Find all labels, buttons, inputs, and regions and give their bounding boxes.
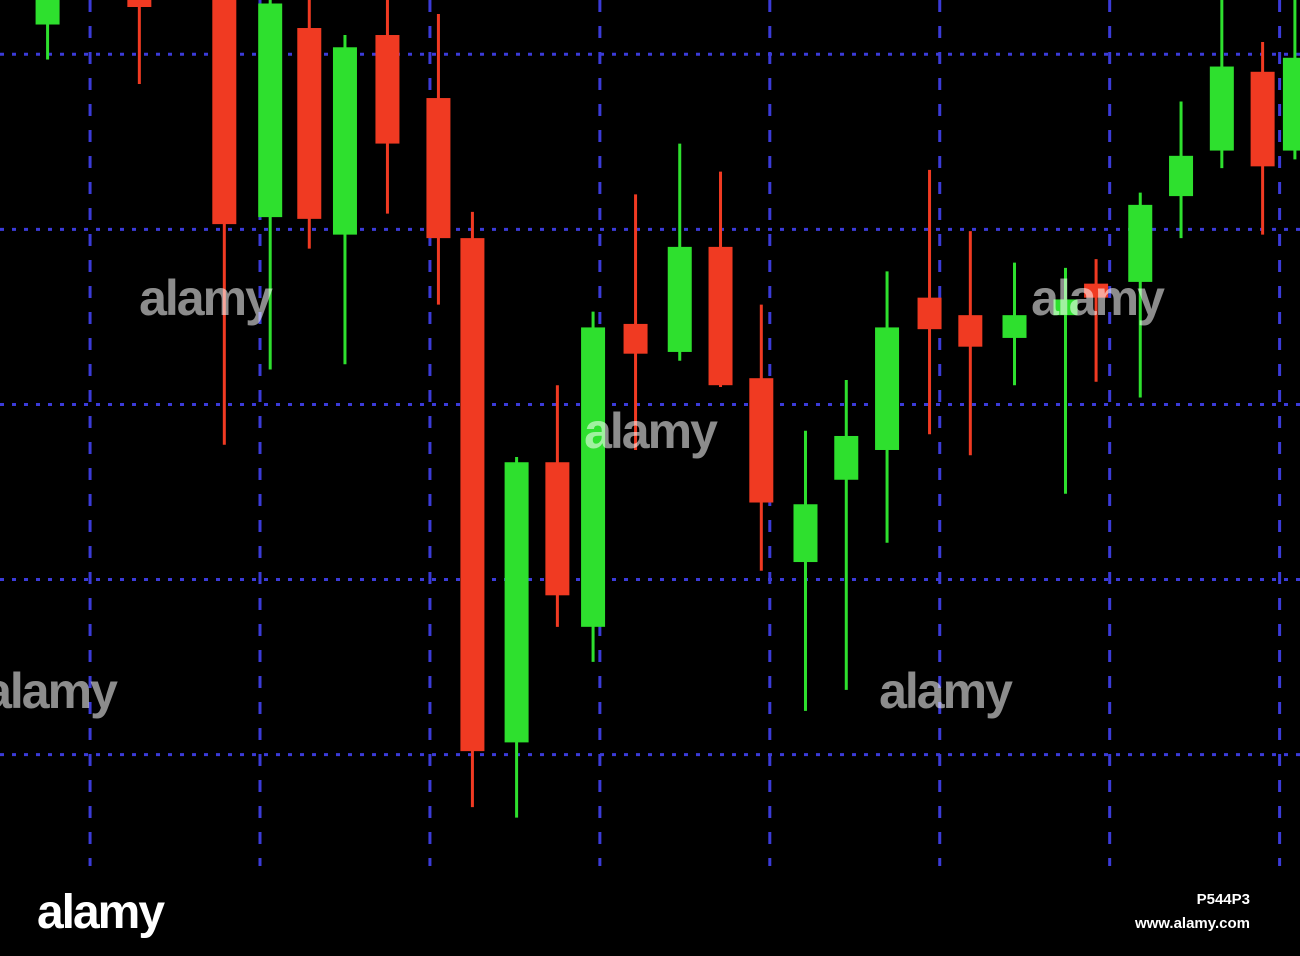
candle-body bbox=[708, 246, 733, 386]
candle-body bbox=[297, 28, 322, 219]
candle-body bbox=[332, 47, 357, 235]
candle-body bbox=[793, 504, 818, 563]
candle-body bbox=[127, 0, 152, 8]
watermarks: alamy alamy alamy alamy alamy bbox=[0, 270, 1167, 719]
footer-bar bbox=[0, 872, 1300, 956]
candle-body bbox=[958, 315, 983, 347]
watermark: alamy bbox=[584, 403, 718, 459]
candle-body bbox=[1053, 299, 1078, 316]
watermark: alamy bbox=[139, 270, 273, 326]
site-url: www.alamy.com bbox=[1134, 915, 1250, 932]
candle-body bbox=[834, 435, 859, 480]
candle-body bbox=[1282, 57, 1300, 151]
image-id: P544P3 bbox=[1197, 891, 1250, 908]
candle-body bbox=[875, 327, 900, 450]
candle-body bbox=[504, 462, 529, 743]
footer-logo: alamy bbox=[37, 886, 165, 939]
candle-body bbox=[1002, 315, 1027, 338]
watermark: alamy bbox=[0, 663, 118, 719]
candle-body bbox=[258, 3, 283, 218]
plot bbox=[0, 0, 1300, 866]
candle-body bbox=[426, 98, 451, 239]
candle-body bbox=[545, 462, 570, 596]
candle-body bbox=[1084, 283, 1109, 298]
candle-body bbox=[917, 297, 942, 330]
watermark: alamy bbox=[879, 663, 1013, 719]
candle-body bbox=[375, 35, 400, 144]
candle-body bbox=[1169, 155, 1194, 197]
candle-body bbox=[1128, 204, 1153, 282]
candle-body bbox=[212, 0, 237, 225]
candle-body bbox=[667, 246, 692, 352]
candle-body bbox=[1209, 66, 1234, 151]
candle-body bbox=[35, 0, 60, 25]
candle-body bbox=[581, 327, 606, 627]
candle-body bbox=[623, 323, 648, 354]
candle-body bbox=[749, 378, 774, 503]
watermark: alamy bbox=[1031, 270, 1165, 326]
candle-body bbox=[460, 238, 485, 752]
candle-body bbox=[1250, 71, 1275, 167]
